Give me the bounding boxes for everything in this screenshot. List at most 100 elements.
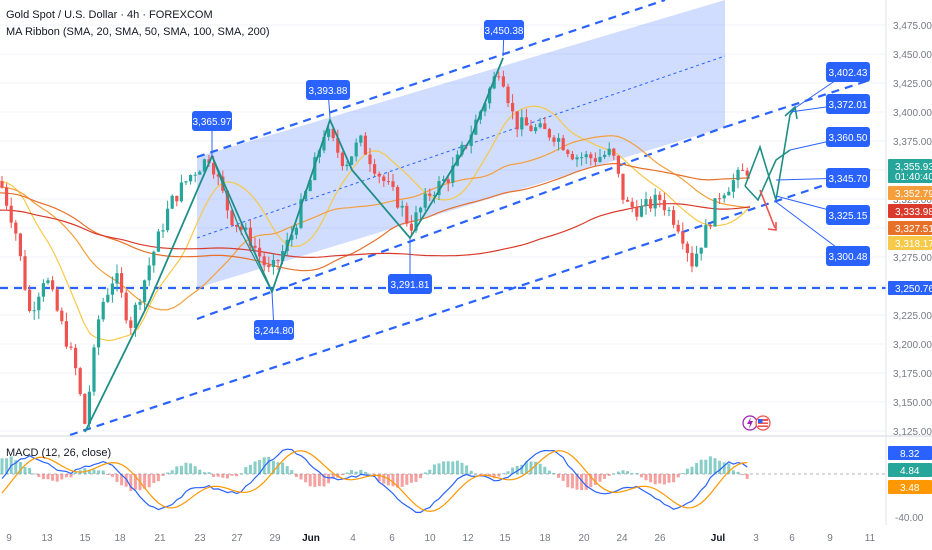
macd-histogram-bar (428, 469, 432, 474)
price-tag (888, 236, 932, 250)
macd-histogram-bar (419, 474, 423, 479)
candle-body (704, 225, 708, 248)
macd-histogram-bar (327, 474, 331, 484)
candle-body (230, 210, 234, 226)
candle-body (639, 206, 643, 217)
candle-body (483, 103, 487, 112)
symbol-title[interactable]: Gold Spot / U.S. Dollar · 4h · FOREXCOM (6, 9, 213, 21)
candle-body (110, 283, 114, 295)
candle-body (621, 173, 625, 200)
callout-box[interactable] (388, 274, 432, 294)
callout-box[interactable] (826, 246, 870, 266)
callout-box[interactable] (826, 94, 870, 114)
macd-histogram-bar (317, 474, 321, 487)
candle-body (143, 280, 147, 303)
candle-body (97, 319, 101, 348)
candle-body (175, 195, 179, 202)
macd-tag (888, 446, 932, 460)
candle-body (538, 123, 542, 128)
us-flag-event-icon[interactable] (755, 415, 771, 431)
macd-histogram-bar (520, 464, 524, 474)
callout-price-label: 3,300.48 (829, 252, 868, 263)
macd-histogram-bar (396, 474, 400, 488)
macd-histogram-bar (695, 463, 699, 474)
macd-histogram-bar (87, 469, 91, 474)
time-tick-label: 18 (539, 533, 551, 544)
candle-body (552, 137, 556, 142)
candle-body (258, 247, 262, 257)
macd-histogram-bar (281, 462, 285, 474)
channel-upper-line[interactable] (196, 0, 666, 159)
candle-body (83, 393, 87, 424)
candle-body (253, 245, 257, 248)
callout-price-label: 3,244.80 (255, 326, 294, 337)
macd-histogram-bar (74, 471, 78, 474)
macd-histogram-bar (221, 474, 225, 478)
macd-histogram-bar (524, 461, 528, 474)
macd-histogram-bar (51, 474, 55, 481)
callout-box[interactable] (826, 205, 870, 225)
candle-body (681, 231, 685, 244)
macd-histogram-bar (460, 462, 464, 474)
macd-histogram-bar (405, 474, 409, 485)
price-tick-label: 3,325.00 (893, 195, 932, 206)
channel-lower-line[interactable] (196, 125, 726, 321)
macd-histogram-bar (580, 474, 584, 491)
zigzag-line (84, 57, 504, 433)
candle-body (520, 117, 524, 130)
macd-histogram-bar (446, 461, 450, 474)
macd-histogram-bar (681, 473, 685, 475)
macd-histogram-bar (37, 474, 41, 477)
candle-body (120, 273, 124, 293)
time-tick-label: 15 (79, 533, 91, 544)
candle-body (216, 174, 220, 177)
callout-box[interactable] (826, 127, 870, 147)
time-tick-label: 13 (41, 533, 53, 544)
macd-histogram-bar (83, 468, 87, 474)
candle-body (460, 144, 464, 155)
macd-histogram-bar (386, 474, 390, 486)
macd-histogram-bar (745, 474, 749, 479)
candle-body (736, 169, 740, 181)
macd-histogram-bar (616, 471, 620, 474)
support-trendline[interactable] (69, 168, 871, 437)
macd-histogram-bar (198, 469, 202, 474)
candle-body (156, 231, 160, 252)
macd-histogram-bar (538, 463, 542, 474)
candle-body (731, 180, 735, 192)
macd-histogram-bar (299, 474, 303, 480)
callout-box[interactable] (306, 80, 350, 100)
callout-box[interactable] (484, 20, 524, 40)
callout-price-label: 3,365.97 (193, 117, 232, 128)
candle-body (368, 154, 372, 165)
macd-histogram-bar (400, 474, 404, 487)
callout-box[interactable] (826, 168, 870, 188)
price-tick-label: 3,375.00 (893, 137, 932, 148)
macd-histogram-bar (708, 456, 712, 474)
flash-icon[interactable] (742, 415, 758, 431)
macd-histogram-bar (685, 468, 689, 474)
candle-body (179, 182, 183, 202)
candle-body (534, 127, 538, 132)
callout-box[interactable] (192, 111, 232, 131)
time-axis[interactable]: 9 13 15 18 21 23 27 29 Jun 4 6 10 12 15 18 20 24 26 Jul 3 6 9… (6, 533, 875, 544)
macd-histogram-bar (557, 474, 561, 478)
candle-body (271, 259, 275, 268)
macd-histogram-bar (69, 474, 73, 478)
macd-tag (888, 480, 932, 494)
candle-body (511, 103, 515, 112)
macd-histogram-bar (511, 467, 515, 474)
macd-histogram-bar (28, 467, 32, 474)
upper-extension-trendline[interactable] (724, 78, 871, 129)
callout-box[interactable] (254, 320, 294, 340)
price-tick-label: 3,450.00 (893, 50, 932, 61)
callout-box[interactable] (826, 62, 870, 82)
macd-histogram-bar (423, 472, 427, 474)
candle-body (382, 176, 386, 182)
macd-legend[interactable]: MACD (12, 26, close) (6, 447, 112, 459)
macd-histogram-bar (175, 466, 179, 474)
ma-ribbon-legend[interactable]: MA Ribbon (SMA, 20, SMA, 50, SMA, 100, S… (6, 26, 270, 38)
macd-histogram-bar (207, 472, 211, 474)
price-tick-label: 3,275.00 (893, 253, 932, 264)
